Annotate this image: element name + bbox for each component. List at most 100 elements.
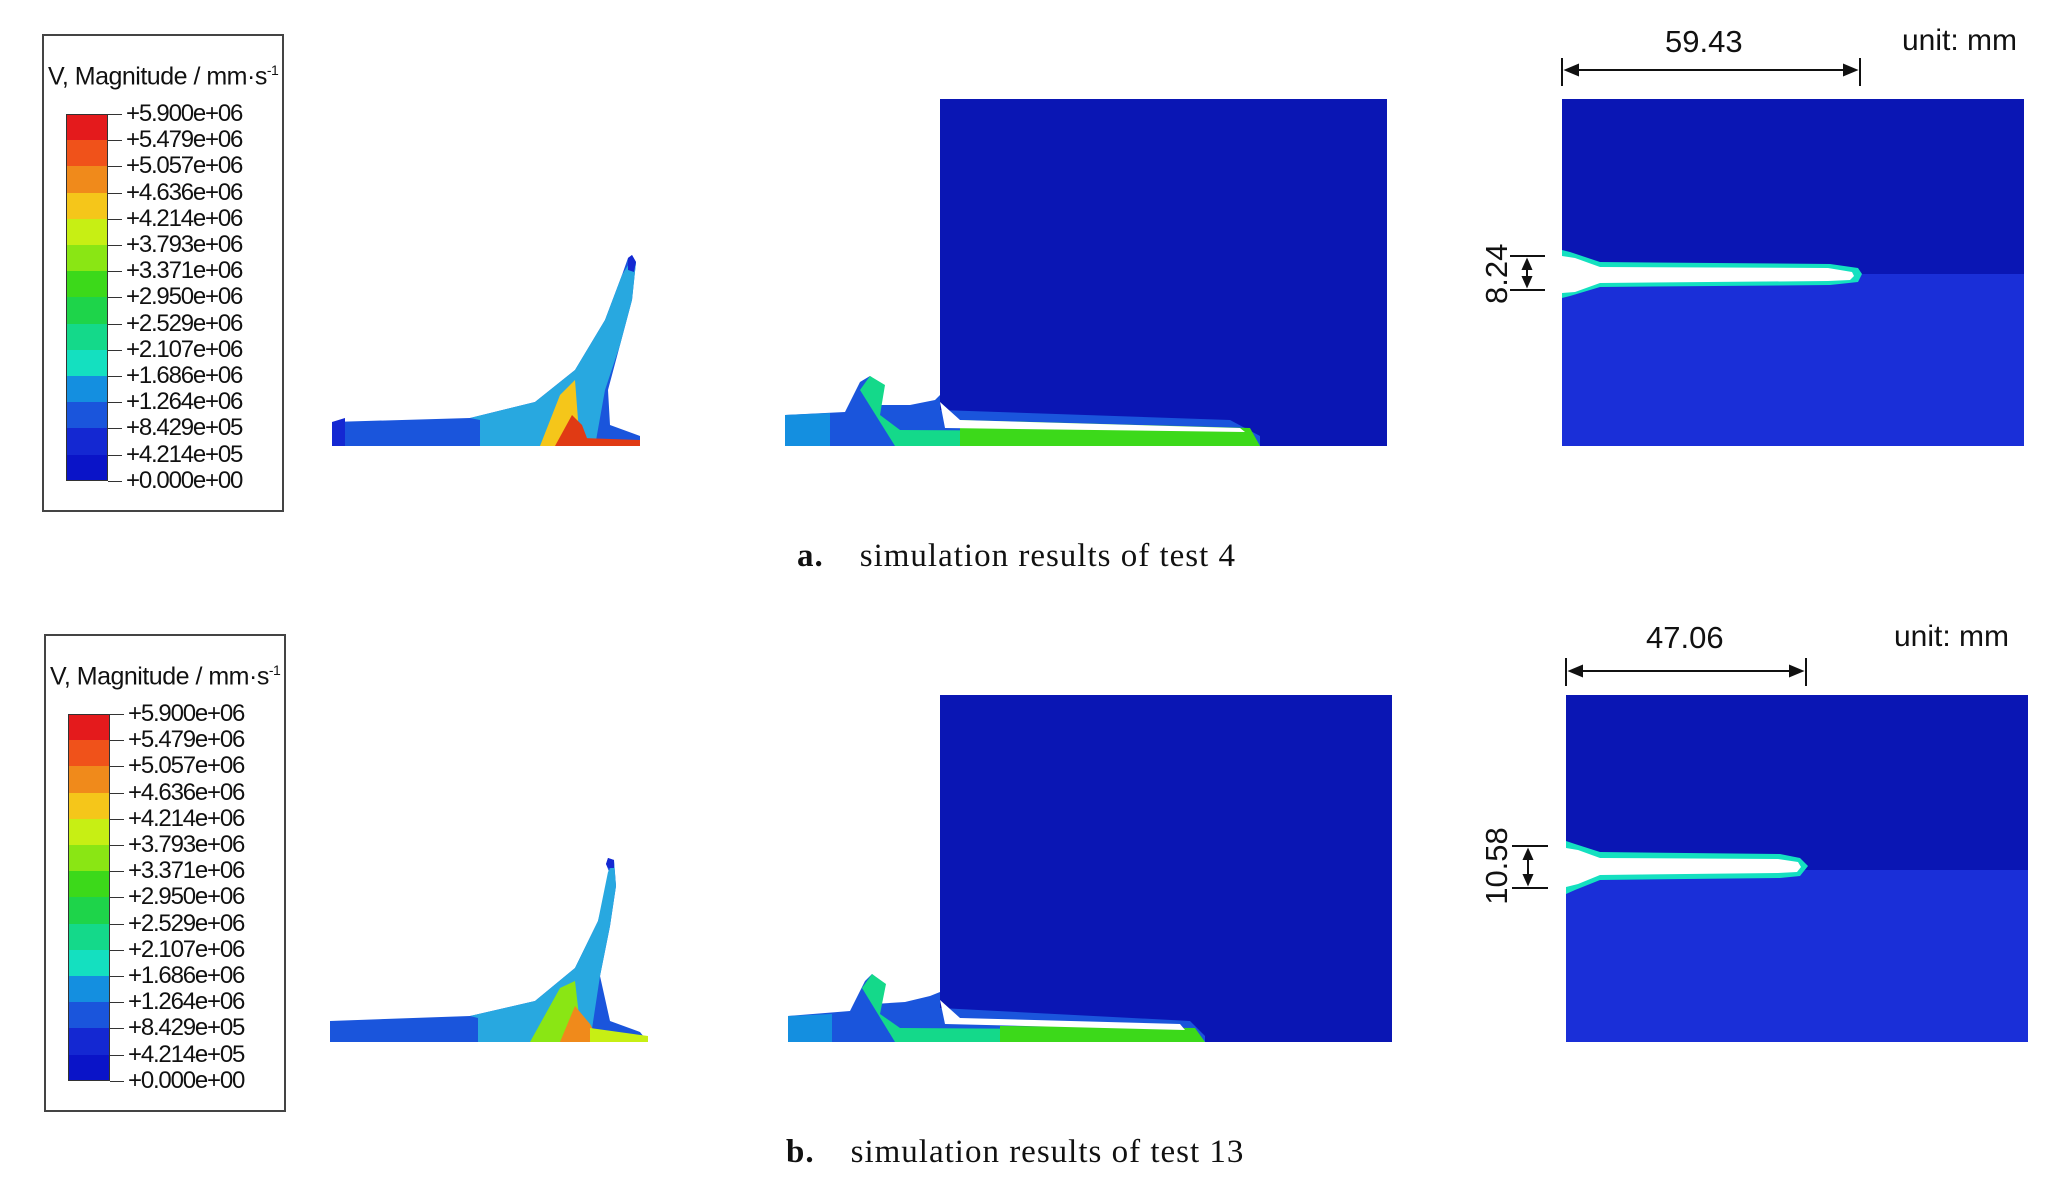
- legend-tick: [108, 480, 122, 482]
- legend-title-text: V, Magnitude / mm·s: [48, 62, 267, 91]
- legend-tick-label: +1.264e+06: [128, 988, 245, 1016]
- legend-swatch: [68, 740, 110, 767]
- jet-shape-b: [330, 858, 648, 1042]
- plate-with-jet-a: [785, 99, 1387, 446]
- legend-swatch: [66, 349, 108, 377]
- legend-swatch: [66, 402, 108, 429]
- legend-swatch: [66, 454, 108, 482]
- legend-swatch: [68, 1054, 110, 1082]
- legend-tick: [110, 897, 124, 899]
- legend-swatch: [68, 949, 110, 977]
- legend-tick: [108, 402, 122, 404]
- legend-swatch: [68, 766, 110, 794]
- legend-tick: [108, 166, 122, 168]
- caption-b: b. simulation results of test 13: [786, 1134, 1244, 1171]
- legend-tick-label: +0.000e+00: [126, 466, 243, 494]
- legend-tick: [108, 192, 122, 194]
- plate-with-jet-b: [788, 695, 1392, 1042]
- legend-swatch: [66, 376, 108, 403]
- color-legend-b: V, Magnitude / mm·s-1 +5.900e+06 +5.479e+…: [44, 634, 286, 1112]
- legend-tick-label: +2.529e+06: [126, 309, 243, 337]
- legend-tick: [108, 428, 122, 430]
- legend-tick-label: +2.107e+06: [126, 335, 243, 363]
- legend-tick-label: +5.479e+06: [128, 726, 245, 754]
- legend-swatch: [68, 714, 110, 741]
- legend-tick-label: +2.529e+06: [128, 909, 245, 937]
- legend-swatch: [66, 166, 108, 194]
- legend-tick-label: +1.686e+06: [126, 362, 243, 389]
- legend-swatch: [68, 792, 110, 820]
- dimension-gap-label-a: 8.24: [1479, 243, 1514, 304]
- legend-tick: [110, 1054, 124, 1056]
- legend-swatch: [68, 871, 110, 898]
- legend-swatch: [66, 428, 108, 456]
- legend-tick: [108, 323, 122, 325]
- caption-letter-b: b.: [786, 1134, 815, 1170]
- legend-tick: [110, 871, 124, 873]
- panel-b-graphics: [330, 658, 2028, 1042]
- legend-tick: [110, 1028, 124, 1030]
- caption-text-a: simulation results of test 4: [859, 538, 1237, 574]
- legend-tick: [110, 766, 124, 768]
- legend-tick-label: +3.371e+06: [126, 257, 243, 285]
- legend-tick-label: +5.900e+06: [128, 700, 245, 727]
- legend-swatch: [68, 976, 110, 1003]
- legend-tick: [108, 376, 122, 377]
- legend-tick-label: +3.371e+06: [128, 857, 245, 885]
- dimension-gap-b: [1512, 845, 1548, 889]
- dimension-width-b: [1565, 658, 1807, 686]
- legend-tick: [108, 140, 122, 142]
- legend-tick-label: +4.636e+06: [126, 178, 243, 206]
- legend-swatch: [66, 271, 108, 298]
- legend-swatch: [66, 323, 108, 351]
- legend-tick: [110, 949, 124, 951]
- legend-tick: [108, 114, 122, 115]
- dimension-gap-a: [1510, 255, 1545, 291]
- legend-tick-label: +3.793e+06: [128, 831, 245, 858]
- legend-swatch: [68, 923, 110, 951]
- legend-tick-label: +4.214e+06: [128, 804, 245, 832]
- legend-tick-label: +0.000e+00: [128, 1066, 245, 1094]
- legend-tick: [110, 845, 124, 846]
- legend-tick: [110, 792, 124, 794]
- legend-title-a: V, Magnitude / mm·s-1: [48, 62, 279, 91]
- legend-swatch: [68, 897, 110, 925]
- legend-title-b: V, Magnitude / mm·s-1: [50, 662, 281, 691]
- caption-text-b: simulation results of test 13: [850, 1134, 1245, 1170]
- legend-swatch: [66, 297, 108, 325]
- legend-tick: [108, 271, 122, 273]
- panel-a-graphics: [332, 58, 2024, 446]
- cross-section-b: [1566, 695, 2028, 1042]
- legend-tick: [110, 1080, 124, 1082]
- cross-section-a: [1562, 99, 2024, 446]
- legend-tick: [108, 454, 122, 456]
- color-legend-a: V, Magnitude / mm·s-1 +5.900e+06 +5.479e+…: [42, 34, 284, 512]
- legend-tick-label: +5.479e+06: [126, 126, 243, 154]
- legend-swatch: [66, 140, 108, 167]
- legend-tick-label: +4.214e+06: [126, 204, 243, 232]
- unit-label-b: unit: mm: [1894, 620, 2010, 653]
- legend-tick-label: +8.429e+05: [126, 414, 243, 442]
- legend-tick: [110, 923, 124, 925]
- legend-title-sup: -1: [266, 62, 279, 78]
- caption-letter-a: a.: [797, 538, 824, 574]
- legend-title-sup: -1: [268, 662, 281, 678]
- legend-tick-label: +1.686e+06: [128, 962, 245, 989]
- caption-a: a. simulation results of test 4: [797, 538, 1236, 575]
- legend-tick: [108, 297, 122, 299]
- legend-tick: [110, 1002, 124, 1004]
- legend-swatch: [68, 1028, 110, 1056]
- dimension-gap-label-b: 10.58: [1479, 827, 1514, 905]
- legend-tick-label: +2.950e+06: [126, 283, 243, 311]
- panel-a: V, Magnitude / mm·s-1 +5.900e+06 +5.479e+…: [42, 24, 2024, 575]
- unit-label-a: unit: mm: [1902, 24, 2018, 57]
- legend-tick: [108, 245, 122, 246]
- legend-swatch: [68, 1002, 110, 1029]
- legend-swatch: [66, 245, 108, 272]
- legend-tick: [110, 714, 124, 715]
- legend-tick-label: +2.950e+06: [128, 883, 245, 911]
- legend-tick: [110, 740, 124, 742]
- legend-tick-label: +3.793e+06: [126, 231, 243, 258]
- legend-swatch: [68, 818, 110, 846]
- legend-swatch: [68, 845, 110, 872]
